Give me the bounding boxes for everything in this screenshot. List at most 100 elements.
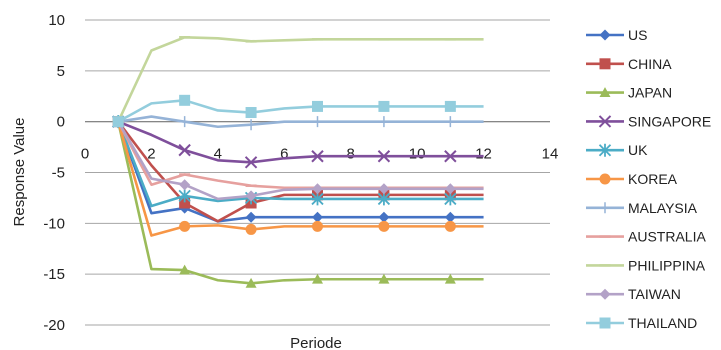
series-malaysia	[112, 115, 484, 131]
point-japan-3	[179, 264, 191, 275]
series-us	[112, 116, 484, 223]
y-tick-label-5: -15	[43, 266, 65, 283]
point-japan-5	[245, 277, 257, 288]
x-tick-labels: 0 2 4 6 8 10 12 14	[81, 146, 559, 163]
y-tick-label-2: 0	[57, 114, 65, 131]
x-tick-label-6: 12	[475, 146, 492, 163]
point-taiwan-9	[378, 183, 390, 195]
point-japan-11	[444, 273, 456, 284]
point-singapore-9	[377, 150, 391, 163]
point-japan-9	[378, 273, 390, 284]
point-korea-11	[444, 220, 456, 232]
x-tick-label-2: 4	[214, 146, 222, 163]
point-korea-7	[312, 220, 323, 232]
point-korea-9	[378, 220, 390, 232]
y-tick-label-4: -10	[43, 215, 65, 232]
point-uk-11	[444, 192, 457, 206]
legend-item-australia: AUSTRALIA	[586, 229, 706, 245]
legend-item-us: US	[586, 27, 647, 43]
legend-item-malaysia: MALAYSIA	[586, 200, 698, 216]
legend-item-china: CHINA	[586, 56, 672, 72]
legend-item-uk: UK	[586, 142, 648, 158]
series-line-taiwan	[117, 121, 484, 201]
point-singapore-7	[311, 150, 324, 163]
series-thailand	[112, 94, 484, 128]
point-thailand-11	[444, 100, 456, 112]
series-line-thailand	[117, 99, 484, 123]
x-axis-title: Periode	[290, 335, 342, 350]
point-uk-3	[178, 189, 191, 203]
x-tick-label-0: 0	[81, 146, 89, 163]
point-korea-3	[179, 220, 191, 232]
x-tick-label-7: 14	[542, 146, 559, 163]
legend-marker-japan	[599, 87, 611, 97]
series-australia	[112, 120, 484, 190]
point-thailand-9	[378, 100, 390, 112]
point-us-9	[378, 211, 390, 223]
legend-label-us: US	[628, 27, 647, 43]
series-china	[112, 116, 484, 223]
series-singapore	[112, 115, 484, 169]
legend-marker-thailand	[599, 317, 611, 329]
legend-marker-us	[599, 29, 611, 41]
legend-label-australia: AUSTRALIA	[628, 229, 706, 245]
x-tick-label-1: 2	[147, 146, 155, 163]
point-taiwan-11	[444, 183, 456, 195]
point-uk-9	[377, 192, 391, 206]
series-line-singapore	[117, 120, 484, 164]
series-line-japan	[116, 121, 484, 285]
legend-item-japan: JAPAN	[586, 85, 672, 101]
point-uk-7	[311, 192, 324, 206]
point-singapore-11	[444, 150, 457, 163]
point-us-11	[444, 211, 456, 223]
point-malaysia-5	[245, 119, 257, 131]
point-taiwan-7	[312, 183, 323, 195]
y-tick-label-6: -20	[43, 317, 65, 334]
point-korea-5	[245, 223, 257, 235]
series-line-korea	[116, 121, 484, 237]
legend-label-philippina: PHILIPPINA	[628, 257, 706, 273]
point-malaysia-7	[312, 116, 323, 128]
point-malaysia-11	[444, 116, 456, 128]
legend-marker-singapore	[598, 115, 612, 128]
series-line-us	[116, 121, 484, 223]
x-tick-label-3: 6	[280, 146, 288, 163]
y-tick-label-0: 10	[48, 12, 65, 29]
legend-item-philippina: PHILIPPINA	[586, 257, 706, 273]
point-thailand-3	[179, 94, 191, 106]
point-thailand-5	[245, 107, 257, 119]
point-china-3	[179, 197, 191, 209]
y-axis-title: Response Value	[11, 118, 28, 227]
series-line-uk	[117, 121, 484, 208]
point-taiwan-3	[179, 179, 191, 191]
legend-label-taiwan: TAIWAN	[628, 286, 681, 302]
series-line-malaysia	[118, 115, 484, 129]
series-line-australia	[117, 121, 484, 190]
legend-item-thailand: THAILAND	[586, 315, 697, 331]
series-uk	[112, 115, 484, 208]
y-tick-labels: 10 5 0 -5 -10 -15 -20	[43, 12, 65, 334]
point-malaysia-3	[179, 116, 191, 128]
legend-marker-korea	[599, 173, 611, 185]
legend-item-korea: KOREA	[586, 171, 678, 187]
series-taiwan	[112, 116, 484, 202]
legend-marker-china	[599, 58, 611, 70]
y-tick-label-3: -5	[52, 165, 65, 182]
legend-label-korea: KOREA	[628, 171, 678, 187]
legend-label-malaysia: MALAYSIA	[628, 200, 698, 216]
legend-label-thailand: THAILAND	[628, 315, 697, 331]
legend-marker-taiwan	[599, 288, 611, 300]
y-tick-label-1: 5	[57, 63, 65, 80]
legend-item-taiwan: TAIWAN	[586, 286, 681, 302]
point-us-7	[312, 211, 323, 223]
legend-label-china: CHINA	[628, 56, 672, 72]
x-tick-label-5: 10	[409, 146, 426, 163]
point-malaysia-9	[378, 116, 390, 128]
series-line-philippina	[117, 35, 484, 123]
series-line-china	[117, 120, 484, 223]
legend-marker-malaysia	[599, 202, 611, 214]
legend-label-uk: UK	[628, 142, 648, 158]
legend: US CHINA JAPAN SINGAPORE UK KOREA MALAYSIA AUST…	[586, 27, 711, 331]
point-thailand-1	[112, 116, 124, 128]
